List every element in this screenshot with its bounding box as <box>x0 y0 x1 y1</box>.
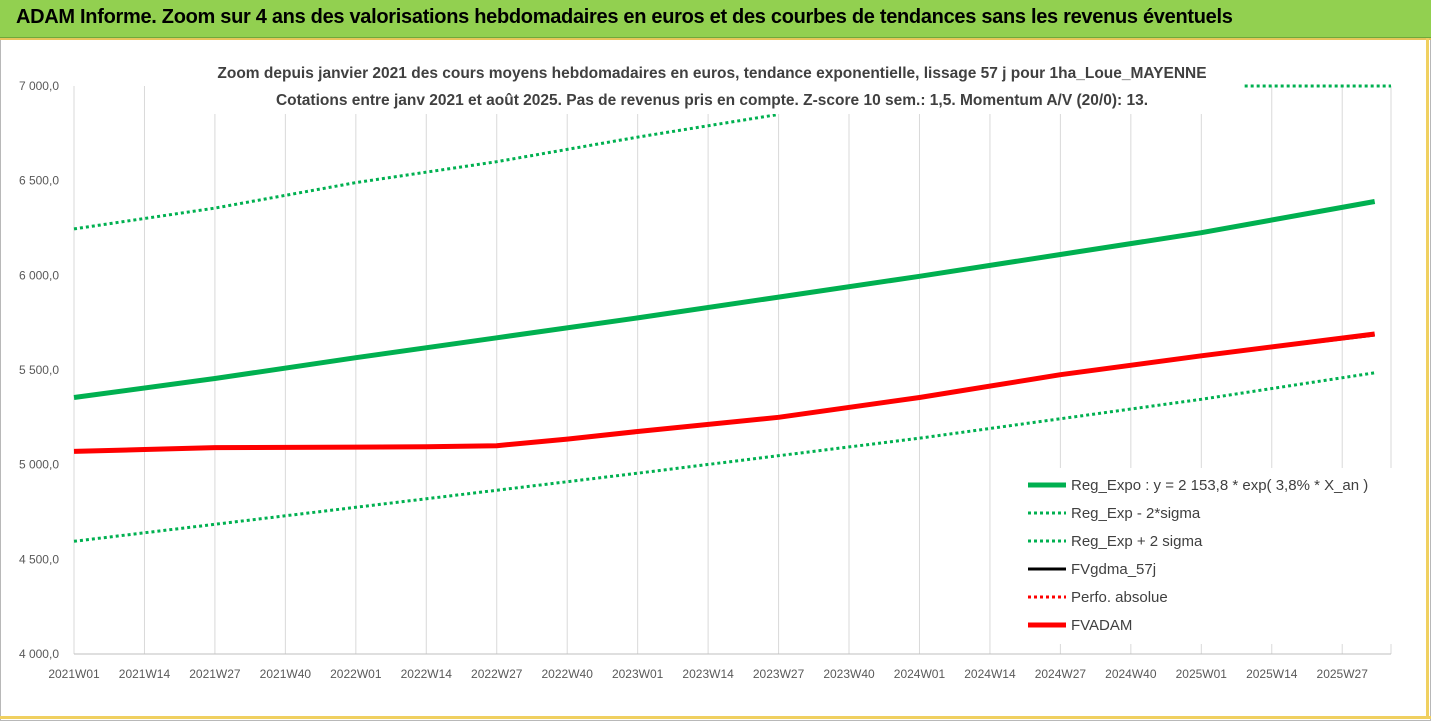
frame-border-bottom <box>0 716 1431 719</box>
series-line <box>73 331 1376 454</box>
x-tick-label: 2023W14 <box>682 667 734 681</box>
y-tick-label: 6 500,0 <box>19 174 59 188</box>
x-tick-label: 2023W40 <box>823 667 875 681</box>
x-tick-label: 2021W40 <box>260 667 312 681</box>
x-tick-label: 2023W01 <box>612 667 664 681</box>
report-banner: ADAM Informe. Zoom sur 4 ans des valoris… <box>0 0 1431 38</box>
y-tick-label: 5 500,0 <box>19 363 59 377</box>
title-background <box>192 56 1232 114</box>
x-tick-label: 2021W01 <box>48 667 100 681</box>
legend-label: FVgdma_57j <box>1071 561 1156 578</box>
x-tick-label: 2021W27 <box>189 667 241 681</box>
y-tick-label: 4 500,0 <box>19 552 59 566</box>
x-tick-label: 2024W01 <box>894 667 946 681</box>
x-tick-label: 2024W27 <box>1035 667 1087 681</box>
frame-border-top <box>0 38 1431 40</box>
series-line <box>73 371 1375 543</box>
series-line <box>73 199 1376 400</box>
chart-subtitle: Cotations entre janv 2021 et août 2025. … <box>276 92 1148 109</box>
x-tick-label: 2022W27 <box>471 667 523 681</box>
chart-title-block: Zoom depuis janvier 2021 des cours moyen… <box>192 56 1232 114</box>
legend: Reg_Expo : y = 2 153,8 * exp( 3,8% * X_a… <box>1020 468 1405 644</box>
series-line <box>73 333 1375 453</box>
x-tick-label: 2022W01 <box>330 667 382 681</box>
x-tick-label: 2022W40 <box>542 667 594 681</box>
legend-label: FVADAM <box>1071 617 1132 634</box>
x-tick-label: 2024W40 <box>1105 667 1157 681</box>
x-axis: 2021W01 2021W14 2021W27 2021W40 2022W01 2022W… <box>48 653 1391 681</box>
chart-title: Zoom depuis janvier 2021 des cours moyen… <box>217 65 1206 82</box>
y-tick-label: 5 000,0 <box>19 458 59 472</box>
y-tick-label: 7 000,0 <box>19 79 59 93</box>
y-tick-label: 6 000,0 <box>19 268 59 282</box>
legend-label: Reg_Exp - 2*sigma <box>1071 505 1201 522</box>
legend-background <box>1020 468 1405 644</box>
x-tick-label: 2024W14 <box>964 667 1016 681</box>
y-tick-label: 4 000,0 <box>19 647 59 661</box>
legend-label: Reg_Expo : y = 2 153,8 * exp( 3,8% * X_a… <box>1071 477 1368 494</box>
x-tick-label: 2023W27 <box>753 667 805 681</box>
series-line <box>73 112 779 231</box>
x-tick-label: 2025W14 <box>1246 667 1298 681</box>
frame-border-right <box>1426 38 1429 718</box>
x-tick-label: 2025W27 <box>1317 667 1369 681</box>
x-tick-label: 2022W14 <box>401 667 453 681</box>
series-lines <box>73 84 1391 543</box>
legend-label: Reg_Exp + 2 sigma <box>1071 533 1203 550</box>
legend-label: Perfo. absolue <box>1071 589 1168 606</box>
x-tick-label: 2025W01 <box>1176 667 1228 681</box>
x-tick-label: 2021W14 <box>119 667 171 681</box>
y-axis: 4 000,0 4 500,0 5 000,0 5 500,0 6 000,0 6 500… <box>19 79 59 661</box>
line-chart: 4 000,0 4 500,0 5 000,0 5 500,0 6 000,0 6 500… <box>19 56 1405 681</box>
report-title: ADAM Informe. Zoom sur 4 ans des valoris… <box>16 6 1233 28</box>
